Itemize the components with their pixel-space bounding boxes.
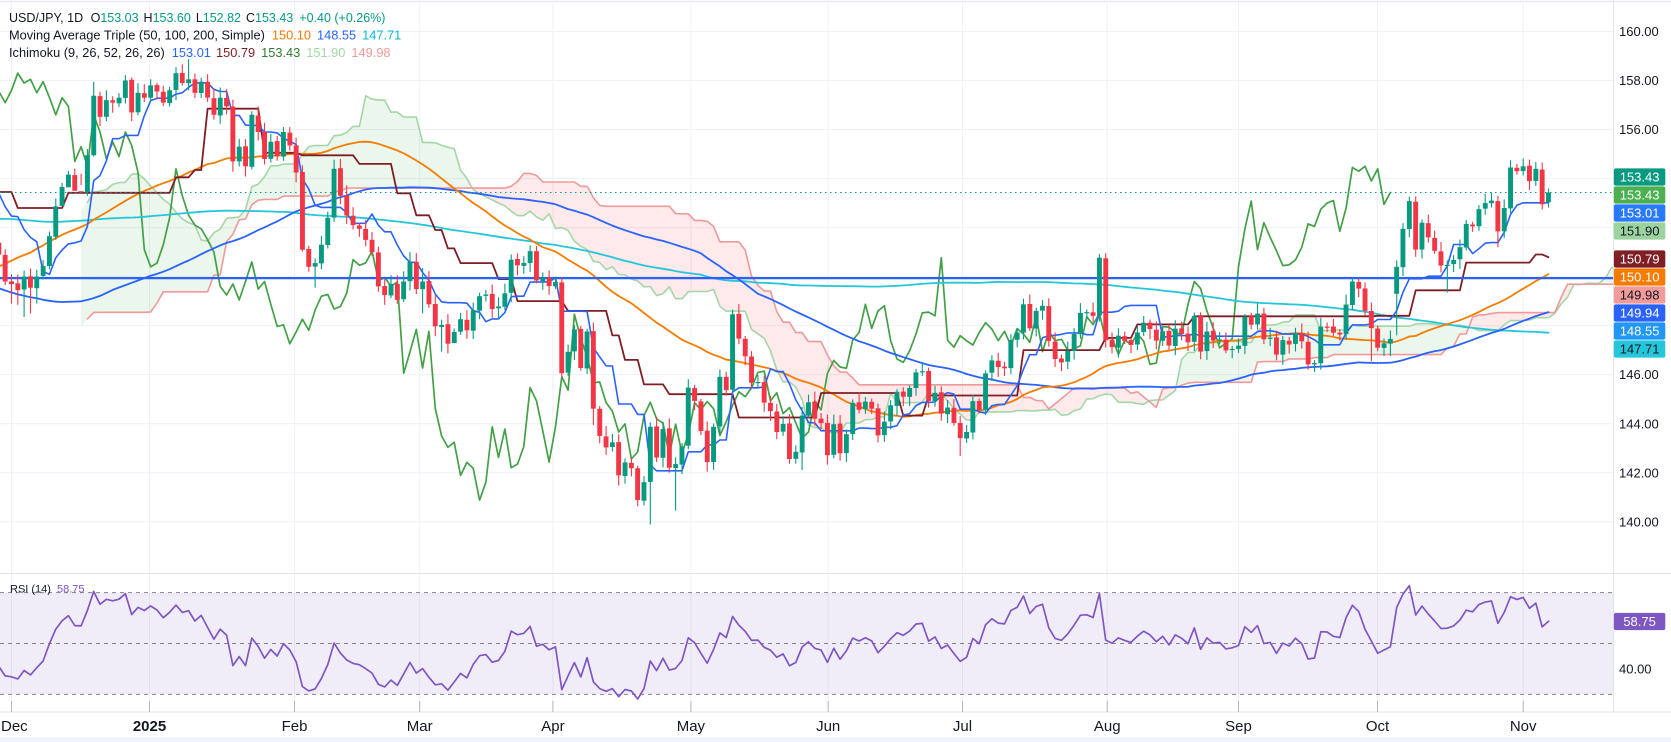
svg-text:Oct: Oct (1366, 718, 1390, 735)
svg-text:Apr: Apr (541, 718, 564, 735)
svg-text:Dec: Dec (1, 718, 28, 735)
svg-text:Ichimoku (9, 26, 52, 26, 26)15: Ichimoku (9, 26, 52, 26, 26) 153.01 150.79… (9, 45, 391, 60)
svg-text:144.00: 144.00 (1619, 416, 1659, 431)
svg-text:149.98: 149.98 (1620, 288, 1660, 303)
svg-text:146.00: 146.00 (1619, 367, 1659, 382)
svg-text:148.55: 148.55 (1620, 324, 1660, 339)
svg-text:140.00: 140.00 (1619, 514, 1659, 529)
svg-text:Nov: Nov (1510, 718, 1537, 735)
svg-text:58.75: 58.75 (1623, 614, 1656, 629)
svg-text:Sep: Sep (1225, 718, 1252, 735)
svg-text:40.00: 40.00 (1619, 662, 1652, 677)
svg-text:150.10: 150.10 (1620, 270, 1660, 285)
svg-text:147.71: 147.71 (1620, 342, 1660, 357)
svg-text:Moving Average Triple (50, 100: Moving Average Triple (50, 100, 200, Sim… (9, 28, 401, 43)
svg-text:Jun: Jun (816, 718, 840, 735)
svg-text:150.79: 150.79 (1620, 252, 1660, 267)
svg-text:153.01: 153.01 (1620, 206, 1660, 221)
svg-text:151.90: 151.90 (1620, 224, 1660, 239)
svg-text:153.43: 153.43 (1620, 188, 1660, 203)
svg-text:May: May (677, 718, 706, 735)
svg-text:Jul: Jul (953, 718, 972, 735)
svg-text:160.00: 160.00 (1619, 24, 1659, 39)
svg-text:RSI (14)58.75: RSI (14) 58.75 (10, 584, 85, 596)
svg-text:Mar: Mar (407, 718, 433, 735)
svg-text:2025: 2025 (133, 718, 166, 735)
svg-text:156.00: 156.00 (1619, 122, 1659, 137)
svg-text:Aug: Aug (1094, 718, 1121, 735)
svg-text:153.43: 153.43 (1620, 170, 1660, 185)
svg-text:149.94: 149.94 (1620, 306, 1660, 321)
svg-text:142.00: 142.00 (1619, 465, 1659, 480)
svg-text:158.00: 158.00 (1619, 73, 1659, 88)
svg-text:Feb: Feb (282, 718, 308, 735)
